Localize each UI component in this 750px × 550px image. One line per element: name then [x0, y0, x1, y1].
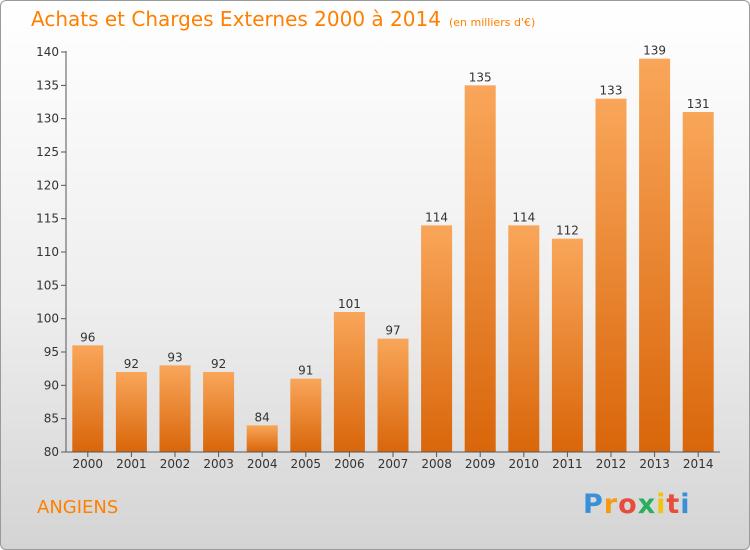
x-tick-label: 2005	[291, 457, 322, 471]
y-tick-label: 85	[44, 412, 59, 426]
bar-value-label: 112	[556, 224, 579, 238]
logo-letter: t	[666, 489, 681, 520]
bar	[159, 365, 191, 452]
logo-letter: o	[618, 489, 638, 520]
bar-value-label: 139	[643, 44, 666, 58]
y-tick-label: 125	[36, 145, 59, 159]
bar	[682, 112, 714, 452]
x-tick-label: 2000	[73, 457, 104, 471]
bar	[72, 345, 104, 452]
x-tick-label: 2014	[683, 457, 714, 471]
bar-value-label: 91	[298, 364, 313, 378]
x-tick-label: 2013	[639, 457, 670, 471]
y-tick-label: 130	[36, 112, 59, 126]
y-tick-label: 115	[36, 212, 59, 226]
logo-letter: P	[583, 489, 604, 520]
chart-title-text: Achats et Charges Externes 2000 à 2014	[31, 7, 441, 31]
x-tick-label: 2002	[160, 457, 191, 471]
x-tick-label: 2008	[421, 457, 452, 471]
chart-title: Achats et Charges Externes 2000 à 2014 (e…	[31, 7, 535, 31]
bar-value-label: 135	[469, 70, 492, 84]
x-tick-label: 2003	[203, 457, 234, 471]
bar-value-label: 84	[255, 410, 270, 424]
bar-value-label: 131	[687, 97, 710, 111]
y-tick-label: 100	[36, 312, 59, 326]
bar	[551, 238, 583, 452]
bar	[464, 85, 496, 452]
y-tick-label: 135	[36, 78, 59, 92]
bar	[595, 98, 627, 453]
bar	[421, 225, 453, 452]
bar	[333, 312, 365, 452]
bar	[115, 372, 147, 452]
y-tick-label: 140	[36, 45, 59, 59]
bar-value-label: 92	[211, 357, 226, 371]
y-tick-label: 80	[44, 445, 59, 459]
y-tick-label: 120	[36, 178, 59, 192]
y-tick-label: 110	[36, 245, 59, 259]
bar-value-label: 133	[600, 84, 623, 98]
y-tick-label: 90	[44, 378, 59, 392]
bar-value-label: 92	[124, 357, 139, 371]
bar-value-label: 101	[338, 297, 361, 311]
x-tick-label: 2007	[378, 457, 409, 471]
commune-name: ANGIENS	[37, 497, 119, 518]
logo-letter: i	[656, 489, 667, 520]
x-tick-label: 2001	[116, 457, 147, 471]
y-tick-label: 105	[36, 278, 59, 292]
bar	[246, 425, 278, 452]
x-tick-label: 2010	[509, 457, 540, 471]
bar-value-label: 97	[385, 324, 400, 338]
chart-unit: (en milliers d'€)	[448, 16, 536, 29]
bar	[639, 58, 671, 453]
bar-value-label: 114	[512, 210, 535, 224]
bar-value-label: 96	[80, 330, 95, 344]
logo-letter: x	[637, 489, 657, 520]
bar	[290, 378, 322, 452]
x-tick-label: 2009	[465, 457, 496, 471]
bar	[377, 338, 409, 452]
bar-value-label: 114	[425, 210, 448, 224]
x-tick-label: 2004	[247, 457, 278, 471]
bar	[203, 372, 235, 452]
x-tick-label: 2012	[596, 457, 627, 471]
proxiti-logo: Proxiti	[583, 489, 691, 520]
bar-value-label: 93	[167, 350, 182, 364]
bar	[508, 225, 540, 452]
logo-letter: i	[680, 489, 691, 520]
logo-letter: r	[603, 489, 619, 520]
x-tick-label: 2006	[334, 457, 365, 471]
y-tick-label: 95	[44, 345, 59, 359]
x-tick-label: 2011	[552, 457, 583, 471]
